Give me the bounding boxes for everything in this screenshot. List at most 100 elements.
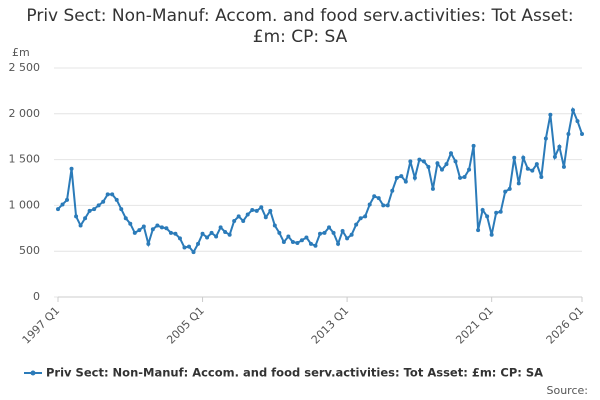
data-point (60, 202, 65, 207)
data-point (336, 241, 341, 246)
data-point (381, 203, 386, 208)
data-point (354, 222, 359, 227)
data-point (268, 208, 273, 213)
data-point (110, 192, 115, 197)
data-point (277, 230, 282, 235)
data-point (308, 241, 313, 246)
data-point (340, 229, 345, 234)
data-point (96, 203, 101, 208)
data-point (390, 188, 395, 193)
data-point (83, 216, 88, 221)
data-point (498, 209, 503, 214)
data-point (570, 108, 575, 113)
data-point (69, 166, 74, 171)
data-point (313, 243, 318, 248)
data-point (168, 230, 173, 235)
x-tick-label: 1997 Q1 (20, 304, 63, 347)
data-point (561, 164, 566, 169)
data-point (485, 214, 490, 219)
data-point (105, 192, 110, 197)
data-point (250, 207, 255, 212)
x-tick-label: 2026 Q1 (544, 304, 587, 347)
data-point (471, 143, 476, 148)
data-point (435, 161, 440, 166)
data-point (467, 167, 472, 172)
data-point (295, 240, 300, 245)
data-point (164, 226, 169, 231)
data-point (494, 210, 499, 215)
data-point (462, 175, 467, 180)
x-tick-label: 2021 Q1 (453, 304, 496, 347)
data-point (367, 202, 372, 207)
y-tick-label: 500 (19, 244, 40, 257)
data-point (150, 227, 155, 232)
data-point (327, 225, 332, 230)
data-point (539, 175, 544, 180)
data-point (254, 208, 259, 213)
data-point (74, 214, 79, 219)
data-point (399, 174, 404, 179)
data-point (56, 207, 60, 212)
data-point (187, 244, 191, 249)
data-point (299, 238, 304, 243)
data-point (236, 214, 241, 219)
x-tick-label: 2013 Q1 (309, 304, 352, 347)
data-point (304, 235, 309, 240)
data-point (209, 230, 214, 235)
data-point (322, 230, 327, 235)
data-point (512, 155, 517, 160)
data-point (566, 131, 571, 136)
data-point (155, 223, 160, 228)
data-point (408, 159, 413, 164)
data-point (458, 175, 463, 180)
data-point (227, 232, 232, 237)
data-point (128, 221, 133, 226)
legend-label: Priv Sect: Non-Manuf: Accom. and food se… (46, 366, 543, 380)
data-point (318, 231, 322, 236)
data-point (132, 230, 137, 235)
y-unit: £m (12, 46, 30, 59)
data-point (421, 159, 426, 164)
data-point (394, 175, 399, 180)
data-point (200, 231, 205, 236)
data-point (263, 215, 268, 220)
data-point (552, 154, 557, 159)
data-point (521, 155, 526, 160)
data-point (426, 164, 431, 169)
data-point (290, 240, 295, 245)
data-point (534, 162, 539, 167)
data-point (214, 234, 219, 239)
data-point (376, 196, 381, 201)
data-point (449, 151, 453, 156)
series-line (57, 106, 583, 254)
data-point (259, 205, 264, 210)
data-point (516, 181, 521, 186)
data-point (245, 212, 250, 217)
data-point (191, 250, 196, 255)
x-tick-label: 2005 Q1 (164, 304, 207, 347)
data-point (241, 218, 246, 223)
data-point (87, 208, 92, 213)
data-point (439, 167, 444, 172)
data-point (286, 234, 291, 239)
y-tick-label: 2 500 (9, 61, 41, 74)
y-tick-label: 1 500 (9, 153, 41, 166)
data-point (480, 207, 485, 212)
data-point (403, 179, 408, 184)
data-point (489, 232, 494, 237)
data-point (412, 175, 417, 180)
data-point (349, 232, 354, 237)
y-tick-label: 2 000 (9, 107, 41, 120)
data-point (363, 214, 368, 219)
data-point (232, 218, 237, 223)
y-tick-label: 1 000 (9, 198, 41, 211)
data-point (372, 194, 377, 199)
data-point (101, 199, 106, 204)
data-point (146, 241, 151, 246)
legend-marker (30, 370, 36, 376)
data-point (114, 197, 119, 202)
data-point (507, 186, 512, 191)
data-point (218, 225, 223, 230)
